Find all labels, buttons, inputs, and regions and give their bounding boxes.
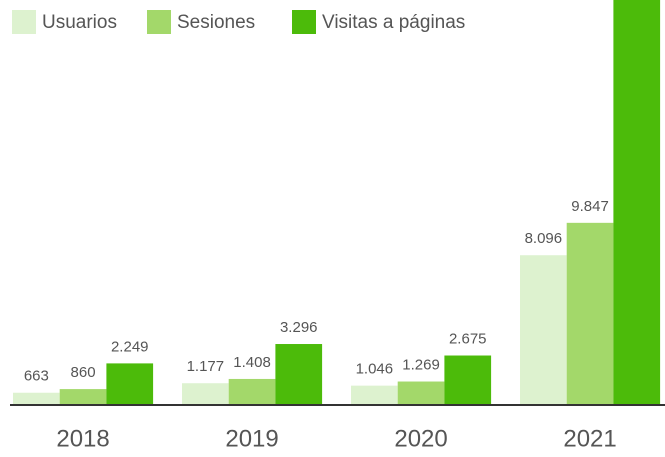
value-label: 3.296 bbox=[280, 319, 318, 336]
value-label: 8.096 bbox=[525, 230, 563, 247]
value-label: 860 bbox=[71, 364, 96, 381]
legend-label: Sesiones bbox=[177, 12, 255, 33]
bar bbox=[613, 0, 661, 405]
bar bbox=[182, 383, 229, 405]
bar bbox=[444, 355, 492, 405]
bar bbox=[397, 381, 445, 405]
x-tick-label: 2021 bbox=[563, 425, 616, 452]
value-label: 2.675 bbox=[449, 330, 487, 347]
value-label: 1.177 bbox=[187, 358, 225, 375]
value-label: 1.046 bbox=[356, 361, 394, 378]
value-label: 2.249 bbox=[111, 338, 149, 355]
bar bbox=[520, 255, 567, 405]
bar bbox=[13, 392, 60, 405]
value-label: 1.269 bbox=[402, 356, 440, 373]
value-label: 1.408 bbox=[233, 354, 271, 371]
bar bbox=[59, 389, 107, 405]
x-tick-label: 2019 bbox=[225, 425, 278, 452]
bar bbox=[351, 385, 398, 405]
legend-swatch bbox=[147, 10, 171, 34]
legend-label: Usuarios bbox=[42, 12, 117, 33]
x-tick-label: 2020 bbox=[394, 425, 447, 452]
value-label: 9.847 bbox=[571, 198, 609, 215]
x-tick-label: 2018 bbox=[56, 425, 109, 452]
legend-swatch bbox=[12, 10, 36, 34]
legend-swatch bbox=[292, 10, 316, 34]
bar bbox=[106, 363, 154, 405]
bar bbox=[566, 222, 614, 405]
value-label: 663 bbox=[24, 368, 49, 385]
bar bbox=[228, 378, 276, 405]
legend-label: Visitas a páginas bbox=[322, 12, 465, 33]
bar bbox=[275, 344, 323, 405]
